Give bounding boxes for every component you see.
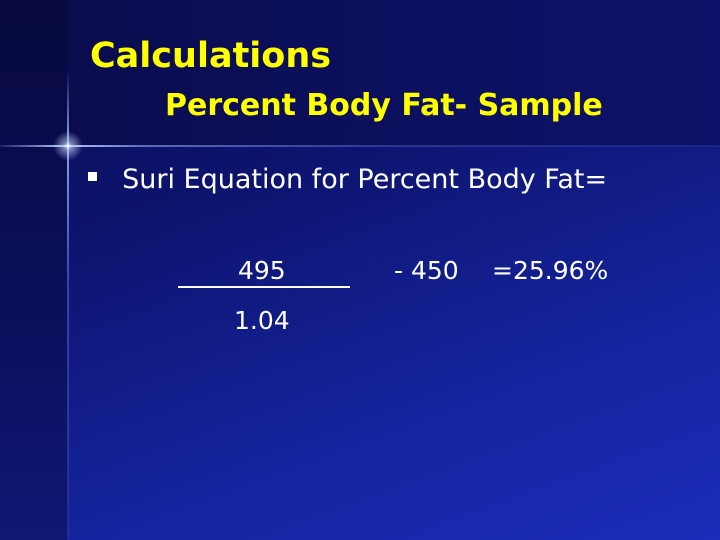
minus-term: - 450 <box>394 256 459 285</box>
fraction-numerator: 495 <box>238 256 286 285</box>
left-decor-band <box>0 0 68 540</box>
light-flare-icon <box>53 131 83 161</box>
slide-subtitle: Percent Body Fat- Sample <box>165 88 603 123</box>
header-decor-band <box>68 0 720 146</box>
fraction-line <box>178 286 350 288</box>
horizontal-glow-line <box>0 145 720 147</box>
slide-title: Calculations <box>90 36 332 76</box>
bullet-item: Suri Equation for Percent Body Fat= <box>88 164 607 195</box>
equation-result: =25.96% <box>492 256 609 285</box>
fraction-denominator: 1.04 <box>234 306 290 335</box>
bullet-text: Suri Equation for Percent Body Fat= <box>122 164 608 195</box>
vertical-glow-line <box>67 70 69 540</box>
square-bullet-icon <box>88 172 97 181</box>
